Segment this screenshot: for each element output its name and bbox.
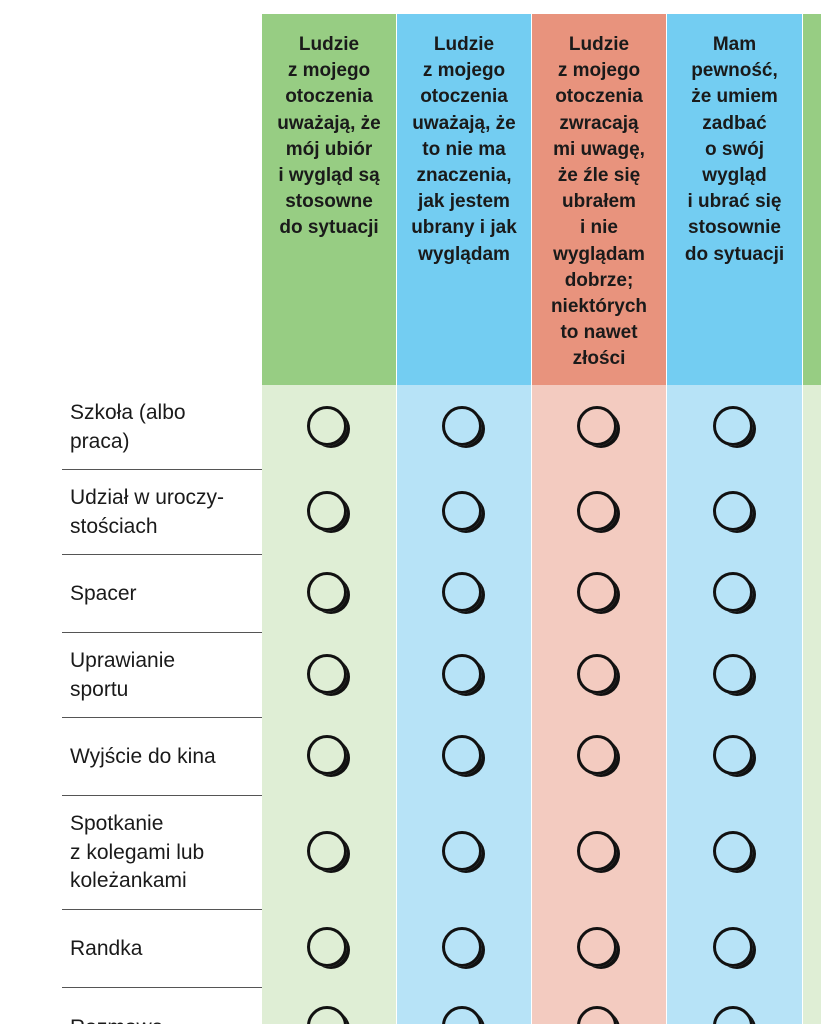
row-label-4: Uprawianie sportu	[70, 649, 176, 701]
radio-row3-col1[interactable]	[307, 572, 347, 612]
radio-row6-col3[interactable]	[577, 831, 617, 871]
radio-row3-col4[interactable]	[712, 572, 753, 612]
column-header-5	[803, 14, 821, 385]
row-label-1: Szkoła (albo praca)	[70, 401, 186, 453]
row-divider	[62, 632, 262, 633]
row-label-5: Wyjście do kina	[70, 744, 216, 768]
row-label-6: Spotkanie z kolegami lub koleżankami	[70, 812, 205, 893]
radio-row5-col3[interactable]	[577, 735, 617, 775]
radio-row1-col3[interactable]	[577, 405, 617, 446]
radio-row4-col3[interactable]	[577, 653, 617, 694]
row-label-2: Udział w uroczy- stościach	[70, 486, 225, 538]
row-divider	[62, 554, 262, 555]
row-label-7: Randka	[70, 936, 143, 960]
radio-row1-col4[interactable]	[712, 405, 753, 446]
column-header-3: Ludzie z mojego otoczenia zwracają mi uw…	[532, 14, 666, 385]
radio-row5-col2[interactable]	[442, 735, 482, 775]
radio-row6-col1[interactable]	[307, 831, 347, 871]
radio-row3-col2[interactable]	[442, 572, 482, 612]
column-header-4: Mam pewność, że umiem zadbać o swój wygl…	[667, 14, 802, 385]
row-divider	[62, 469, 262, 470]
column-header-1: Ludzie z mojego otoczenia uważają, że mó…	[262, 14, 396, 385]
radio-row4-col2[interactable]	[442, 653, 482, 694]
radio-row6-col4[interactable]	[712, 831, 753, 871]
row-divider	[62, 909, 262, 910]
radio-row6-col2[interactable]	[442, 831, 482, 871]
radio-row2-col3[interactable]	[577, 490, 617, 531]
row-divider	[62, 795, 262, 796]
radio-row5-col4[interactable]	[712, 735, 753, 775]
row-label-8: Rozmowa	[70, 988, 255, 1024]
radio-row3-col3[interactable]	[577, 572, 617, 612]
column-body-5	[803, 385, 821, 1024]
row-divider	[62, 987, 262, 988]
radio-row2-col2[interactable]	[442, 490, 482, 531]
radio-row7-col3[interactable]	[577, 927, 617, 967]
radio-row1-col2[interactable]	[442, 405, 482, 446]
row-label-3: Spacer	[70, 581, 137, 605]
radio-row2-col4[interactable]	[712, 490, 753, 531]
radio-row7-col4[interactable]	[712, 927, 753, 967]
column-header-2: Ludzie z mojego otoczenia uważają, że to…	[397, 14, 531, 385]
row-divider	[62, 717, 262, 718]
radio-row1-col1[interactable]	[307, 405, 347, 446]
radio-row7-col1[interactable]	[307, 927, 347, 967]
radio-row7-col2[interactable]	[442, 927, 482, 967]
radio-row5-col1[interactable]	[307, 735, 347, 775]
radio-row2-col1[interactable]	[307, 490, 347, 531]
radio-row4-col4[interactable]	[712, 653, 753, 694]
radio-row4-col1[interactable]	[307, 653, 347, 694]
